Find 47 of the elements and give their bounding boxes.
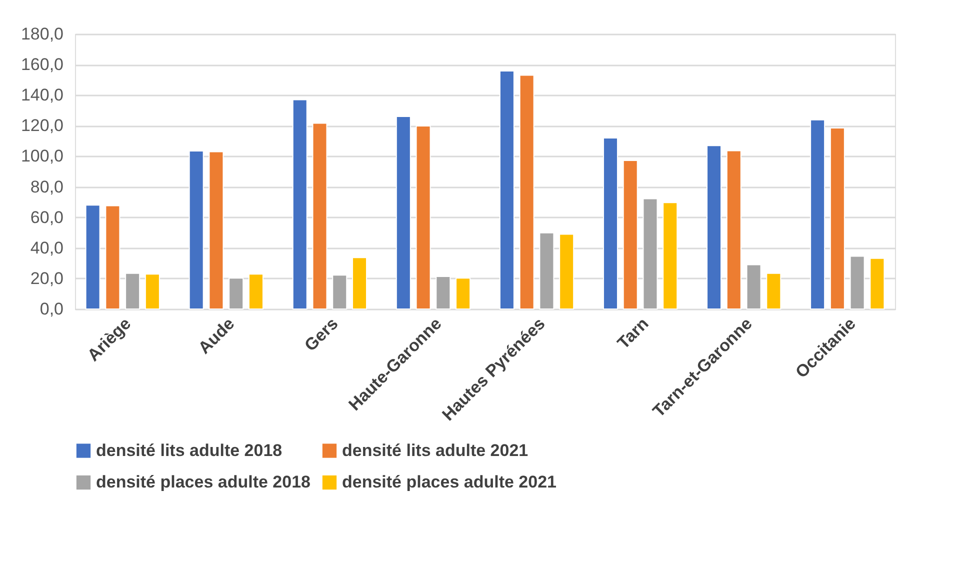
bar xyxy=(396,116,411,310)
bar xyxy=(830,127,845,310)
legend-label: densité places adulte 2021 xyxy=(342,472,556,492)
bar xyxy=(622,160,638,310)
bar xyxy=(312,122,328,310)
y-tick-label: 160,0 xyxy=(20,55,64,74)
bar xyxy=(105,205,120,310)
bar xyxy=(228,278,244,310)
legend-label: densité lits adulte 2018 xyxy=(96,440,282,460)
y-tick-label: 180,0 xyxy=(20,24,64,44)
bar xyxy=(248,274,264,310)
bar xyxy=(144,274,160,310)
bar xyxy=(456,278,471,310)
legend-label: densité lits adulte 2021 xyxy=(342,440,528,460)
y-tick-label: 80,0 xyxy=(30,177,64,196)
bar xyxy=(436,276,451,310)
bar xyxy=(706,145,722,310)
bar xyxy=(559,234,574,310)
y-tick-label: 40,0 xyxy=(30,238,64,258)
bar xyxy=(292,99,308,310)
bar xyxy=(85,204,100,310)
y-tick-label: 60,0 xyxy=(30,208,64,227)
bar xyxy=(332,274,348,310)
bar xyxy=(416,125,431,310)
bar xyxy=(519,74,534,310)
y-tick-label: 0,0 xyxy=(40,300,64,318)
y-tick-label: 20,0 xyxy=(30,268,64,288)
bar xyxy=(539,232,554,310)
bar xyxy=(810,119,826,310)
bar xyxy=(125,272,140,310)
bar xyxy=(208,151,224,310)
y-tick-label: 120,0 xyxy=(20,116,64,136)
x-tick-label: Tarn xyxy=(614,314,652,353)
bar xyxy=(870,258,885,310)
bar xyxy=(499,70,514,310)
bar xyxy=(746,264,762,310)
bar xyxy=(188,150,204,310)
legend-label: densité places adulte 2018 xyxy=(96,472,310,492)
bar xyxy=(642,198,658,310)
bar xyxy=(726,150,742,310)
bar xyxy=(352,257,368,310)
y-tick-label: 140,0 xyxy=(20,86,64,105)
bar xyxy=(850,256,865,310)
bar xyxy=(662,202,678,310)
bar xyxy=(602,138,618,310)
bar xyxy=(766,272,782,310)
y-tick-label: 100,0 xyxy=(20,146,64,166)
